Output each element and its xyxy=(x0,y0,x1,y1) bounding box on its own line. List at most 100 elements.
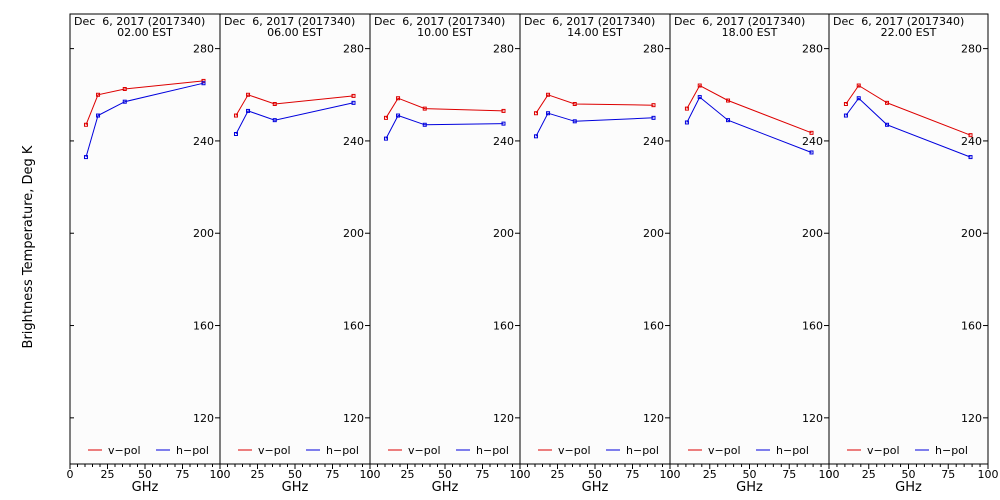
data-point-h-pol xyxy=(651,115,656,120)
panel-date-label: Dec 6, 2017 (2017340) xyxy=(674,15,805,28)
data-point-v-pol xyxy=(697,83,702,88)
y-tick-label: 120 xyxy=(643,412,664,425)
data-point-h-pol xyxy=(383,136,388,141)
y-tick-label: 160 xyxy=(802,320,823,333)
data-point-v-pol xyxy=(843,102,848,106)
data-point-h-pol xyxy=(501,121,506,126)
data-point-h-pol xyxy=(684,120,689,125)
x-tick-label: 50 xyxy=(588,468,602,481)
x-axis-title: GHz xyxy=(132,480,159,495)
y-tick-label: 120 xyxy=(343,412,364,425)
series-line-h-pol xyxy=(535,112,654,137)
data-point-h-pol xyxy=(726,118,731,123)
panel-date-label: Dec 6, 2017 (2017340) xyxy=(374,15,505,28)
legend-label-h-pol: h−pol xyxy=(776,444,809,457)
y-tick-label: 280 xyxy=(493,43,514,56)
data-point-v-pol xyxy=(856,83,861,88)
data-point-v-pol xyxy=(122,87,127,91)
data-point-v-pol xyxy=(96,92,101,97)
y-tick-label: 280 xyxy=(802,43,823,56)
series-line-h-pol xyxy=(85,82,204,158)
data-point-h-pol xyxy=(201,81,206,86)
x-tick-label: 75 xyxy=(626,468,640,481)
x-tick-label: 25 xyxy=(401,468,415,481)
series-line-v-pol xyxy=(535,94,654,114)
data-point-h-pol xyxy=(572,119,577,124)
x-axis-title: GHz xyxy=(432,480,459,495)
y-tick-label: 200 xyxy=(802,227,823,240)
y-tick-label: 160 xyxy=(961,320,982,333)
y-tick-label: 160 xyxy=(193,320,214,333)
series-line-v-pol xyxy=(85,80,204,125)
data-point-h-pol xyxy=(809,150,814,155)
data-point-h-pol xyxy=(246,108,251,113)
series-line-v-pol xyxy=(686,84,812,134)
panel-time-label: 02.00 EST xyxy=(117,26,173,39)
x-tick-label: 75 xyxy=(176,468,190,481)
y-axis-title: Brightness Temperature, Deg K xyxy=(21,145,36,348)
y-tick-label: 200 xyxy=(493,227,514,240)
y-tick-label: 240 xyxy=(493,135,514,148)
series-line-v-pol xyxy=(845,84,971,136)
x-tick-label: 50 xyxy=(902,468,916,481)
panel-frame xyxy=(369,13,521,465)
data-point-v-pol xyxy=(809,130,814,135)
data-point-v-pol xyxy=(546,92,551,97)
data-point-h-pol xyxy=(885,122,890,127)
panel-frame xyxy=(669,13,830,465)
panel-time-label: 18.00 EST xyxy=(722,26,778,39)
y-tick-label: 280 xyxy=(193,43,214,56)
data-point-h-pol xyxy=(843,113,848,118)
y-tick-label: 240 xyxy=(643,135,664,148)
data-point-v-pol xyxy=(272,102,277,106)
panels-group: Dec 6, 2017 (2017340) 02.00 EST 120 160 200 2… xyxy=(67,13,999,495)
x-tick-label: 50 xyxy=(288,468,302,481)
legend-label-h-pol: h−pol xyxy=(326,444,359,457)
data-point-h-pol xyxy=(396,113,401,118)
panel-time-label: 22.00 EST xyxy=(881,26,937,39)
x-tick-label: 50 xyxy=(438,468,452,481)
data-point-v-pol xyxy=(572,102,577,106)
y-tick-label: 120 xyxy=(493,412,514,425)
series-line-v-pol xyxy=(235,94,354,116)
panel-frame xyxy=(69,13,221,465)
x-axis-title: GHz xyxy=(736,480,763,495)
series-line-v-pol xyxy=(385,97,504,119)
x-tick-label: 100 xyxy=(978,468,999,481)
x-tick-label: 0 xyxy=(67,468,74,481)
panel-1: Dec 6, 2017 (2017340)02.00 EST 120 160 200 2… xyxy=(67,13,231,495)
panel-frame xyxy=(828,13,989,465)
y-tick-label: 120 xyxy=(193,412,214,425)
y-tick-label: 160 xyxy=(343,320,364,333)
x-tick-label: 100 xyxy=(360,468,381,481)
y-tick-label: 240 xyxy=(802,135,823,148)
data-point-h-pol xyxy=(533,134,538,139)
legend-label-h-pol: h−pol xyxy=(176,444,209,457)
data-point-v-pol xyxy=(726,98,731,103)
data-point-v-pol xyxy=(233,113,238,118)
x-tick-label: 100 xyxy=(819,468,840,481)
y-tick-label: 240 xyxy=(343,135,364,148)
legend-label-v-pol: v−pol xyxy=(108,444,141,457)
y-tick-label: 280 xyxy=(643,43,664,56)
panel-6: Dec 6, 2017 (2017340)22.00 EST 120 160 200 2… xyxy=(826,13,999,495)
x-tick-label: 75 xyxy=(782,468,796,481)
x-tick-label: 25 xyxy=(251,468,265,481)
legend-label-v-pol: v−pol xyxy=(258,444,291,457)
y-tick-label: 120 xyxy=(961,412,982,425)
y-tick-label: 200 xyxy=(343,227,364,240)
x-tick-label: 100 xyxy=(660,468,681,481)
legend-label-h-pol: h−pol xyxy=(935,444,968,457)
y-tick-label: 200 xyxy=(643,227,664,240)
x-tick-label: 75 xyxy=(476,468,490,481)
data-point-v-pol xyxy=(83,122,88,127)
panel-date-label: Dec 6, 2017 (2017340) xyxy=(833,15,964,28)
y-tick-label: 120 xyxy=(802,412,823,425)
data-point-h-pol xyxy=(272,118,277,123)
panel-date-label: Dec 6, 2017 (2017340) xyxy=(224,15,355,28)
data-point-v-pol xyxy=(396,96,401,101)
x-tick-label: 50 xyxy=(138,468,152,481)
x-tick-label: 50 xyxy=(743,468,757,481)
legend-label-v-pol: v−pol xyxy=(867,444,900,457)
x-tick-label: 100 xyxy=(210,468,231,481)
